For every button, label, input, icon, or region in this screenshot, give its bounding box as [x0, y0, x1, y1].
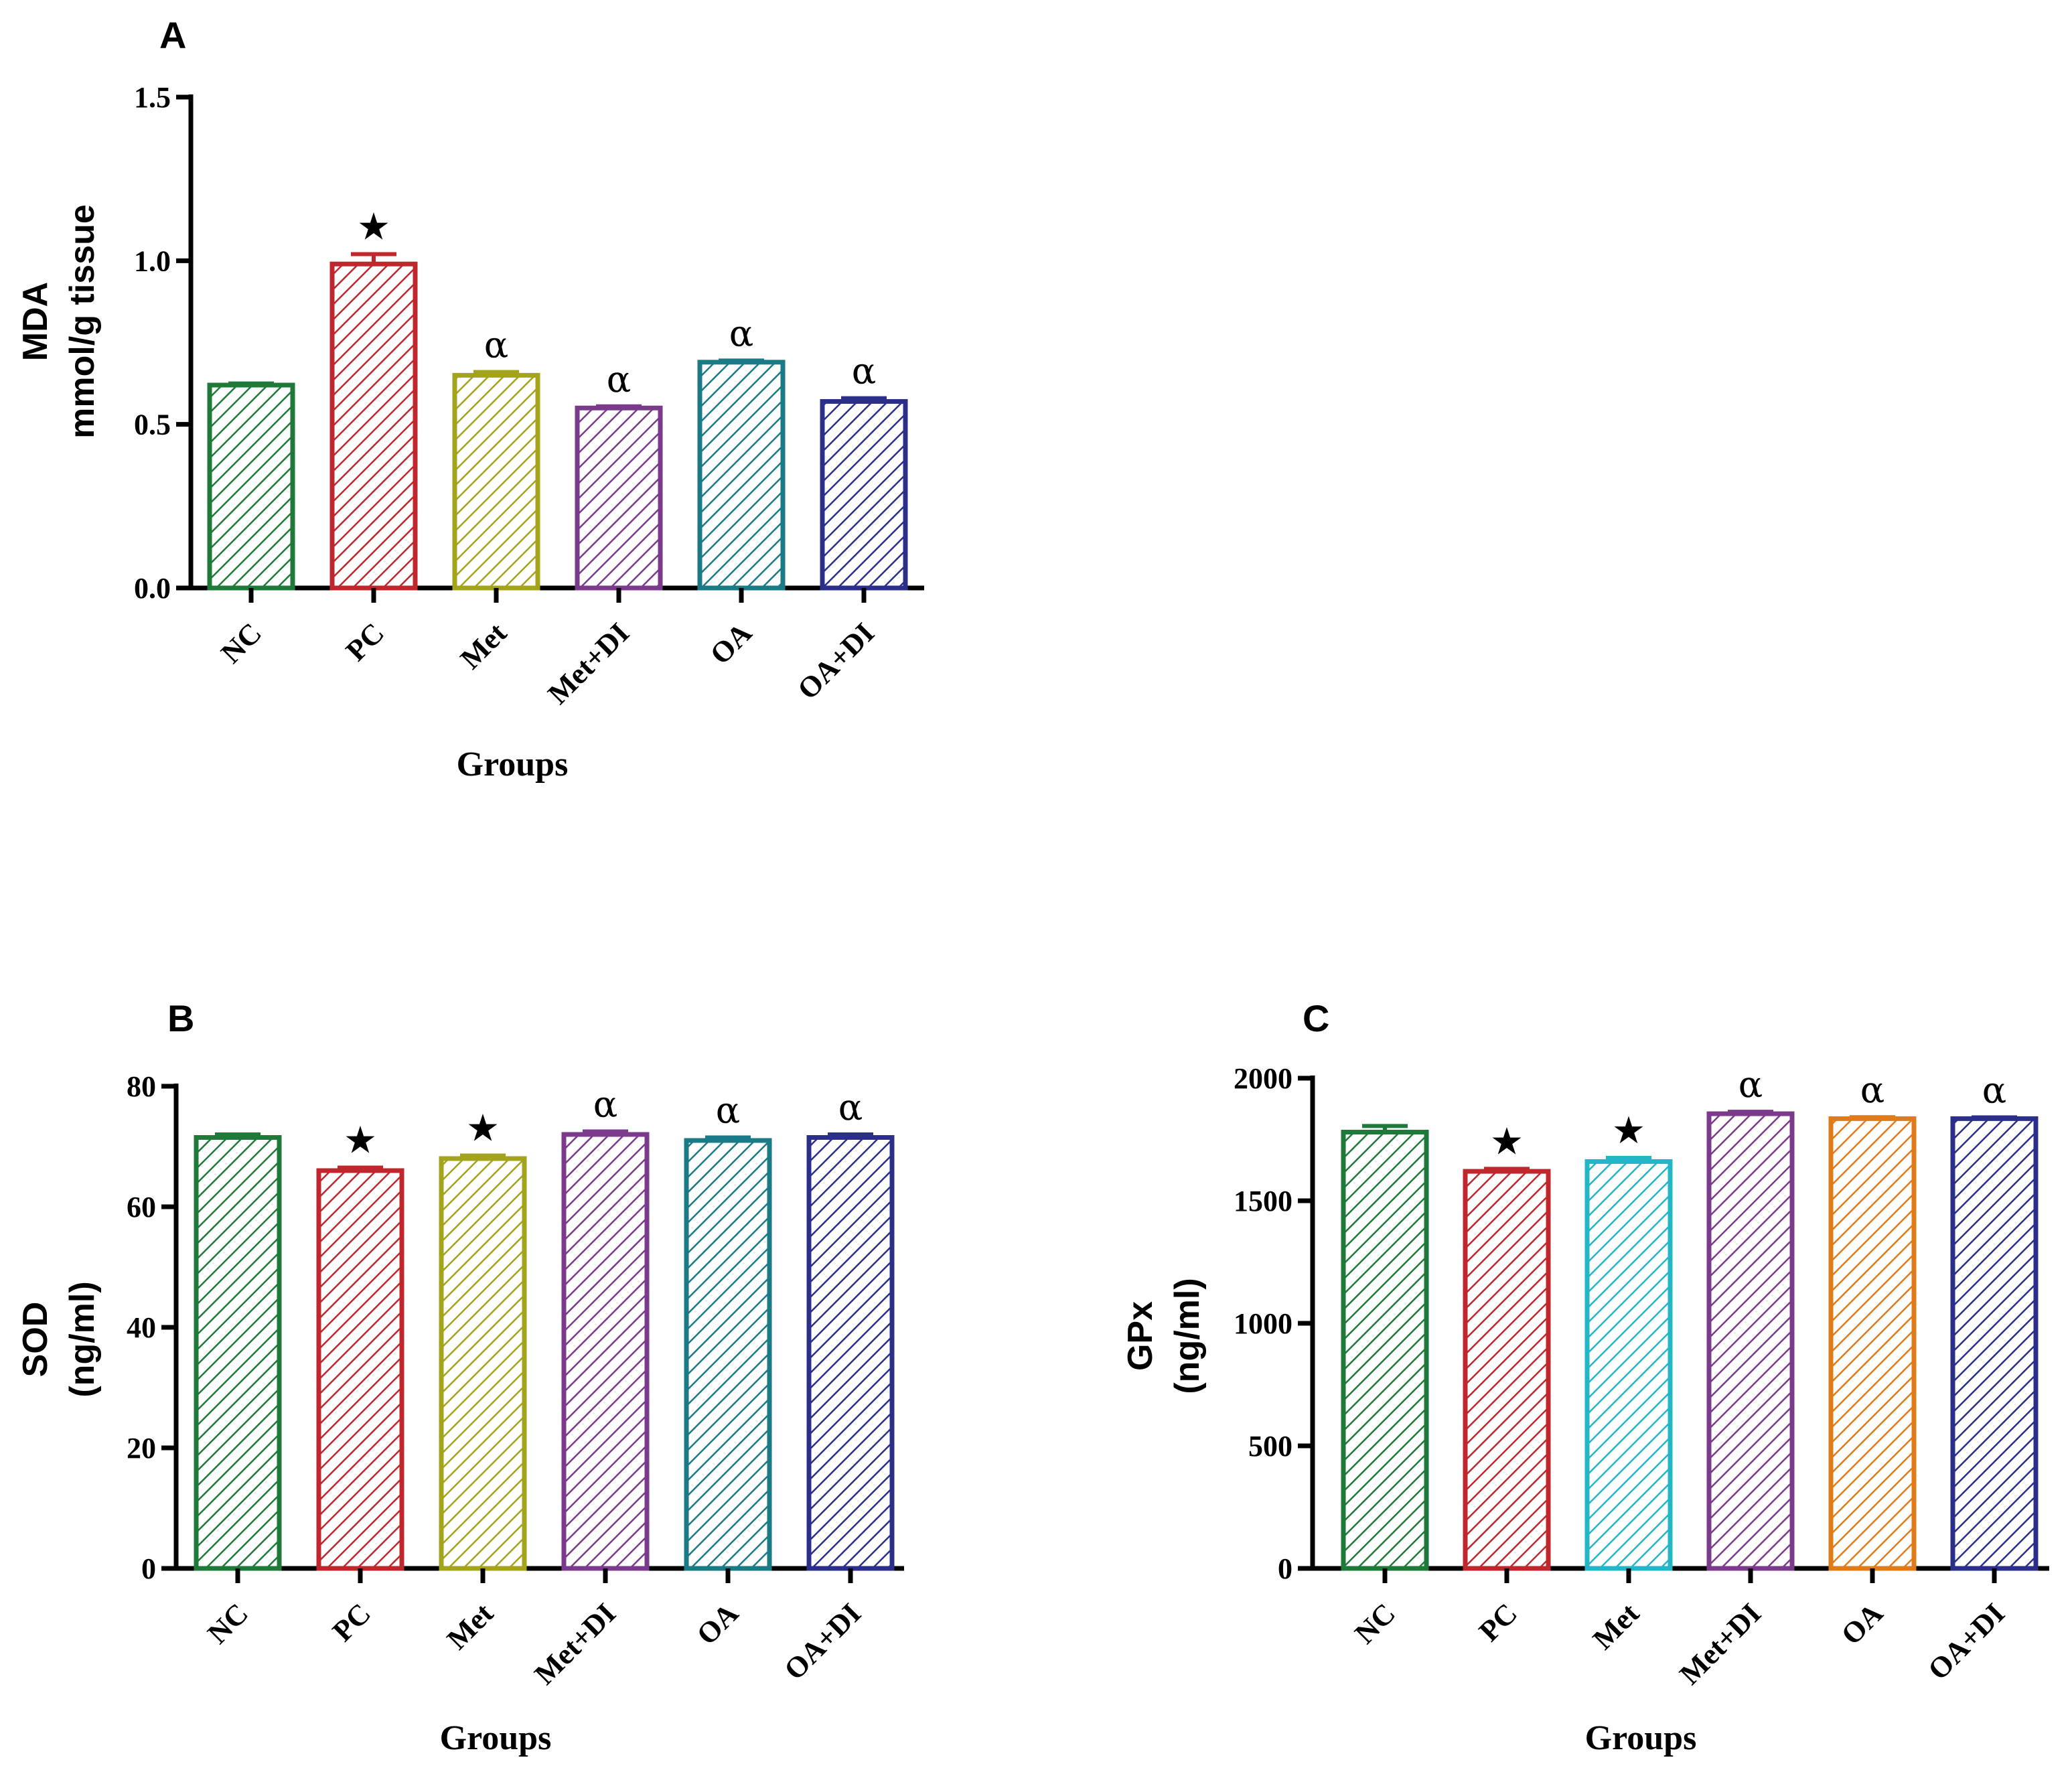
bar-b-nc — [194, 1135, 282, 1571]
significance-star-b-met: ★ — [466, 1107, 500, 1151]
y-axis-label-a-line2: mmol/g tissue — [63, 204, 102, 439]
bar-a-oa — [697, 360, 786, 591]
y-axis-label-b: SOD (ng/ml) — [16, 1281, 102, 1397]
bar-c-nc — [1341, 1130, 1429, 1571]
bar-b-pc — [316, 1168, 404, 1571]
category-label-a-met-plus-di: Met+DI — [542, 616, 636, 710]
panel-a: A MDA mmol/g tissue Groups 0.0 0.5 1.0 1.5 N… — [16, 14, 924, 784]
significance-alpha-a-met: α — [484, 323, 508, 366]
x-axis-title-c: Groups — [1585, 1719, 1697, 1757]
panel-letter-c: C — [1303, 997, 1329, 1039]
y-tick-label-b: 20 — [127, 1432, 156, 1465]
y-tick-label-c: 1000 — [1234, 1307, 1292, 1340]
y-tick-label-c: 500 — [1248, 1430, 1292, 1463]
category-label-b-oa: OA — [690, 1597, 745, 1651]
category-label-b-nc: NC — [201, 1597, 254, 1650]
y-tick-label-a: 0.5 — [134, 409, 171, 441]
significance-alpha-a-oa-plus-di: α — [852, 350, 876, 392]
significance-alpha-c-oa-plus-di: α — [1982, 1069, 2006, 1112]
bar-b-met — [439, 1156, 527, 1571]
y-tick-label-b: 0 — [141, 1552, 156, 1585]
bar-c-met — [1584, 1159, 1673, 1571]
panel-letter-b: B — [167, 997, 194, 1039]
category-label-c-met: Met — [1586, 1597, 1645, 1655]
y-axis-label-c-line2: (ng/ml) — [1168, 1278, 1207, 1394]
bar-b-oa-plus-di — [806, 1135, 895, 1571]
bar-c-met-plus-di — [1706, 1111, 1795, 1571]
significance-alpha-a-met-plus-di: α — [607, 358, 631, 400]
significance-alpha-b-oa-plus-di: α — [838, 1086, 863, 1128]
bar-a-oa-plus-di — [820, 398, 908, 591]
y-tick-label-b: 80 — [127, 1070, 156, 1103]
bar-a-met-plus-di — [575, 405, 663, 591]
x-axis-title-a: Groups — [457, 745, 569, 784]
bar-a-pc — [329, 261, 418, 591]
significance-alpha-b-oa: α — [716, 1090, 740, 1132]
bar-c-oa-plus-di — [1950, 1116, 2039, 1571]
category-label-a-nc: NC — [214, 616, 268, 670]
category-label-c-pc: PC — [1473, 1597, 1524, 1647]
bar-a-nc — [207, 382, 295, 591]
y-axis-label-c-line1: GPx — [1121, 1301, 1160, 1371]
y-tick-label-b: 60 — [127, 1191, 156, 1224]
significance-alpha-b-met-plus-di: α — [593, 1084, 617, 1126]
plot-area-b: 0 20 40 60 80 NC PC ★ Met ★ Met+DI α OA α OA+DI α — [127, 1070, 904, 1691]
category-label-c-oa: OA — [1835, 1597, 1889, 1651]
significance-star-c-pc: ★ — [1490, 1120, 1524, 1163]
significance-star-b-pc: ★ — [344, 1119, 377, 1163]
y-tick-label-a: 1.5 — [134, 81, 171, 114]
y-tick-label-c: 0 — [1278, 1552, 1292, 1585]
significance-star-a-pc: ★ — [357, 206, 390, 249]
category-label-c-met-plus-di: Met+DI — [1674, 1597, 1767, 1690]
y-axis-label-a-line1: MDA — [16, 282, 55, 361]
category-label-b-pc: PC — [326, 1597, 377, 1647]
y-tick-label-a: 0.0 — [134, 572, 171, 605]
bar-a-met — [452, 372, 540, 591]
category-label-a-oa: OA — [704, 616, 758, 670]
y-tick-label-a: 1.0 — [134, 244, 171, 277]
y-axis-label-a: MDA mmol/g tissue — [16, 204, 102, 439]
category-label-a-oa-plus-di: OA+DI — [791, 616, 881, 706]
panel-c: C GPx (ng/ml) Groups 0 500 1000 1500 2000 NC P… — [1121, 997, 2049, 1757]
category-label-a-pc: PC — [340, 616, 390, 667]
panel-letter-a: A — [159, 14, 186, 56]
category-label-c-nc: NC — [1348, 1597, 1402, 1650]
plot-area-a: 0.0 0.5 1.0 1.5 NC PC ★ Met α Met+DI α OA α OA+DI α — [134, 81, 924, 711]
bar-c-oa — [1828, 1116, 1917, 1571]
bar-b-met-plus-di — [561, 1132, 650, 1571]
y-tick-label-c: 2000 — [1234, 1062, 1292, 1095]
y-axis-label-b-line1: SOD — [16, 1302, 55, 1378]
plot-area-c: 0 500 1000 1500 2000 NC PC ★ Met ★ Met+DI α OA α OA+DI… — [1234, 1062, 2049, 1691]
bar-c-pc — [1463, 1169, 1551, 1571]
significance-alpha-a-oa: α — [729, 312, 753, 354]
category-label-b-oa-plus-di: OA+DI — [778, 1597, 867, 1686]
category-label-b-met: Met — [441, 1597, 500, 1655]
significance-alpha-c-oa: α — [1860, 1069, 1884, 1111]
y-tick-label-c: 1500 — [1234, 1185, 1292, 1217]
category-label-b-met-plus-di: Met+DI — [528, 1597, 622, 1690]
y-axis-label-b-line2: (ng/ml) — [63, 1281, 102, 1397]
category-label-c-oa-plus-di: OA+DI — [1921, 1597, 2011, 1686]
significance-alpha-c-met-plus-di: α — [1738, 1063, 1763, 1106]
panel-b: B SOD (ng/ml) Groups 0 20 40 60 80 NC PC ★ Met ★ M… — [16, 997, 904, 1757]
y-tick-label-b: 40 — [127, 1311, 156, 1344]
y-axis-label-c: GPx (ng/ml) — [1121, 1278, 1207, 1394]
category-label-a-met: Met — [454, 616, 513, 675]
x-axis-title-b: Groups — [440, 1719, 552, 1757]
bar-b-oa — [684, 1138, 772, 1571]
significance-star-c-met: ★ — [1612, 1109, 1645, 1153]
